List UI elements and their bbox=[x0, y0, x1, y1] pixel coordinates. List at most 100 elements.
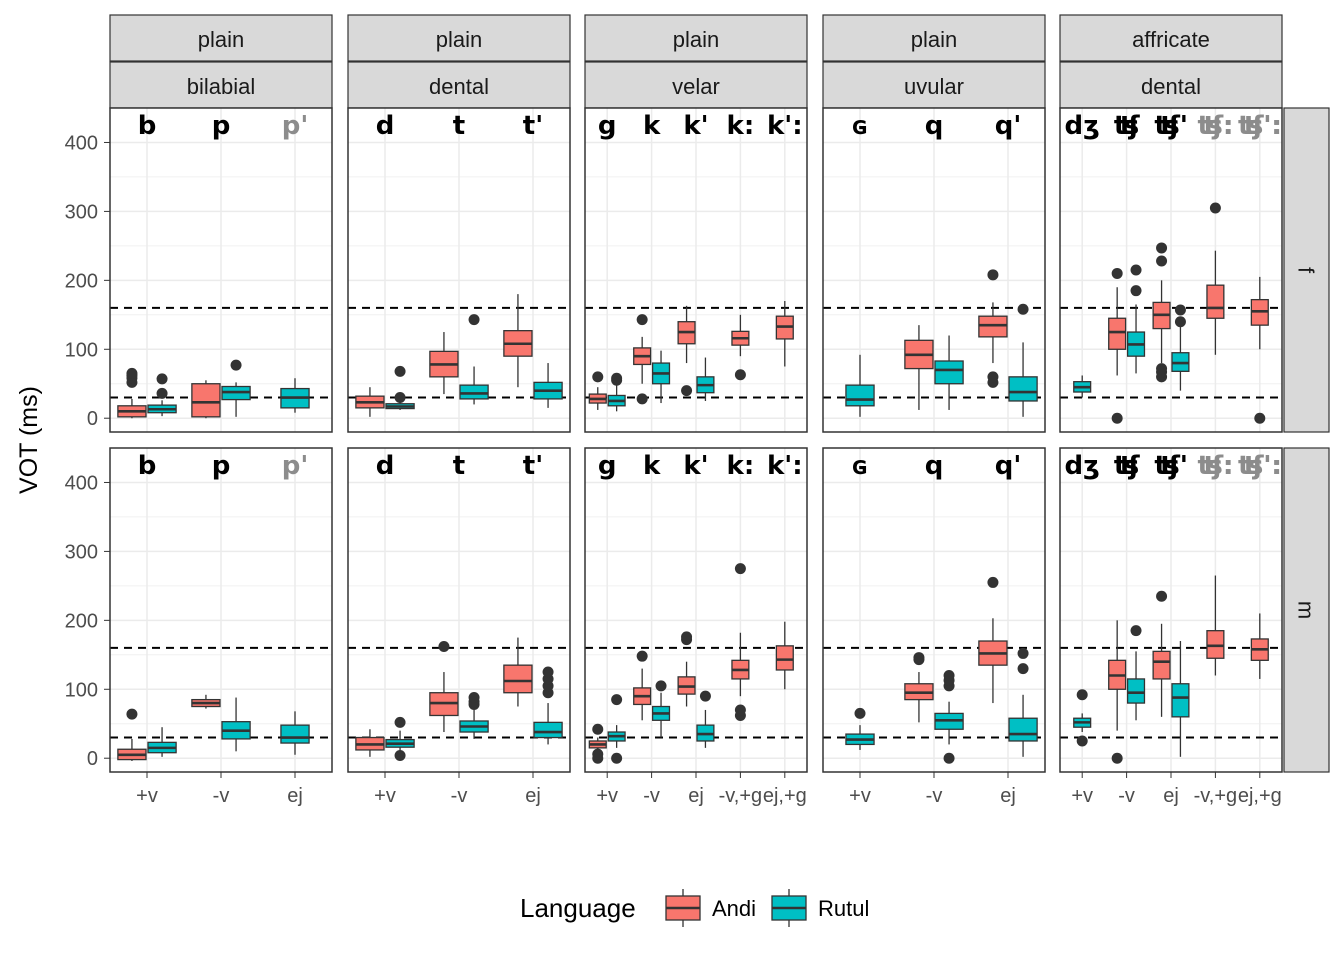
col-strip-top bbox=[109, 14, 333, 62]
phoneme-label: k': bbox=[767, 451, 803, 481]
box-rutul bbox=[1008, 303, 1038, 417]
col-strip-top bbox=[1059, 14, 1283, 62]
phoneme-label: q' bbox=[995, 111, 1022, 141]
box-body bbox=[1126, 678, 1146, 704]
box-body bbox=[934, 360, 964, 385]
outlier-point bbox=[734, 563, 746, 575]
box-body bbox=[503, 664, 533, 694]
col-strip-top-label: plain bbox=[198, 27, 244, 52]
panel-border bbox=[347, 107, 571, 433]
box-body bbox=[191, 383, 221, 418]
box-body bbox=[845, 384, 875, 407]
outlier-point bbox=[394, 365, 406, 377]
y-axis-title: VOT (ms) bbox=[15, 386, 43, 494]
col-strip-bottom bbox=[347, 61, 571, 109]
outlier-point bbox=[1017, 303, 1029, 315]
x-tick-label: -v,+g bbox=[719, 785, 763, 807]
box-rutul bbox=[221, 697, 251, 752]
row-strip-label: f bbox=[1294, 267, 1319, 274]
box-body bbox=[459, 384, 489, 400]
legend: Language Andi Rutul bbox=[520, 889, 869, 927]
x-tick-label: ej bbox=[1163, 785, 1179, 807]
box-rutul bbox=[1171, 641, 1190, 757]
outlier-point bbox=[468, 314, 480, 326]
col-strip-top bbox=[822, 14, 1046, 62]
outlier-point bbox=[1111, 267, 1123, 279]
box-andi bbox=[978, 576, 1008, 704]
outlier-point bbox=[611, 752, 623, 764]
box-rutul bbox=[385, 365, 415, 410]
legend-item-andi: Andi bbox=[665, 889, 756, 927]
col-strip-bottom bbox=[584, 61, 808, 109]
x-tick-label: ej bbox=[287, 785, 303, 807]
box-andi bbox=[588, 371, 607, 410]
outlier-point bbox=[854, 707, 866, 719]
outlier-point bbox=[913, 652, 925, 664]
legend-label: Andi bbox=[712, 896, 756, 921]
y-tick-label: 300 bbox=[65, 541, 98, 563]
y-tick-label: 200 bbox=[65, 610, 98, 632]
panel: dʒ ʦʧ ʦ'ʧ' ʦ:ʧ: ʦ':ʧ': bbox=[1059, 107, 1283, 433]
outlier-point bbox=[156, 387, 168, 399]
outlier-point bbox=[1111, 752, 1123, 764]
panel-border bbox=[1059, 107, 1283, 433]
phoneme-label: p bbox=[212, 451, 231, 481]
panel-border bbox=[822, 447, 1046, 773]
phoneme-label: k bbox=[643, 451, 661, 481]
outlier-point bbox=[1156, 242, 1168, 254]
phoneme-label: d bbox=[376, 111, 395, 141]
outlier-point bbox=[1174, 304, 1186, 316]
phoneme-label: t' bbox=[523, 111, 543, 141]
col-strip-bottom-label: uvular bbox=[904, 74, 964, 99]
x-tick-label: +v bbox=[1071, 785, 1093, 807]
box-rutul bbox=[147, 373, 177, 417]
box-rutul bbox=[1073, 689, 1092, 747]
panel: b p p' bbox=[109, 447, 333, 773]
box-andi bbox=[633, 650, 652, 721]
box-andi bbox=[1108, 620, 1127, 764]
outlier-point bbox=[126, 367, 138, 379]
panel-grid: 0 100 200 300 400 f 0 100 200 300 400 m plain bilabia… bbox=[65, 14, 1330, 807]
outlier-point bbox=[636, 314, 648, 326]
outlier-point bbox=[156, 373, 168, 385]
phoneme-label: ʦ: bbox=[1198, 111, 1234, 141]
box-andi bbox=[1250, 613, 1269, 679]
box-rutul bbox=[934, 669, 964, 764]
outlier-point bbox=[394, 392, 406, 404]
box-andi bbox=[191, 380, 221, 419]
outlier-point bbox=[542, 666, 554, 678]
col-strip-top-label: affricate bbox=[1132, 27, 1210, 52]
panel: b p p' bbox=[109, 107, 333, 433]
box-rutul bbox=[651, 350, 671, 404]
box-rutul bbox=[533, 363, 563, 408]
box-andi bbox=[1152, 590, 1171, 717]
col-strip-bottom bbox=[1059, 61, 1283, 109]
box-andi bbox=[588, 723, 607, 764]
outlier-point bbox=[1017, 663, 1029, 675]
x-tick-label: -v bbox=[643, 785, 660, 807]
panel-border bbox=[584, 107, 808, 433]
col-strip-top-label: plain bbox=[673, 27, 719, 52]
col-strip-top-label: plain bbox=[911, 27, 957, 52]
box-body bbox=[1008, 717, 1038, 742]
box-andi bbox=[904, 325, 934, 410]
box-rutul bbox=[607, 694, 626, 764]
phoneme-label: k': bbox=[767, 111, 803, 141]
phoneme-label: b bbox=[138, 451, 157, 481]
phoneme-label: ʧ: bbox=[1203, 111, 1233, 141]
outlier-point bbox=[681, 631, 693, 643]
box-andi bbox=[1250, 276, 1269, 424]
outlier-point bbox=[1076, 735, 1088, 747]
outlier-point bbox=[734, 369, 746, 381]
box-rutul bbox=[280, 378, 310, 413]
outlier-point bbox=[1254, 412, 1266, 424]
box-body bbox=[1008, 376, 1038, 402]
x-tick-label: -v bbox=[926, 785, 943, 807]
phoneme-label: d bbox=[376, 451, 395, 481]
y-tick-label: 100 bbox=[65, 339, 98, 361]
box-andi bbox=[978, 269, 1008, 388]
outlier-point bbox=[987, 269, 999, 281]
box-rutul bbox=[1126, 625, 1146, 721]
panel-border bbox=[822, 107, 1046, 433]
box-andi bbox=[191, 694, 221, 709]
